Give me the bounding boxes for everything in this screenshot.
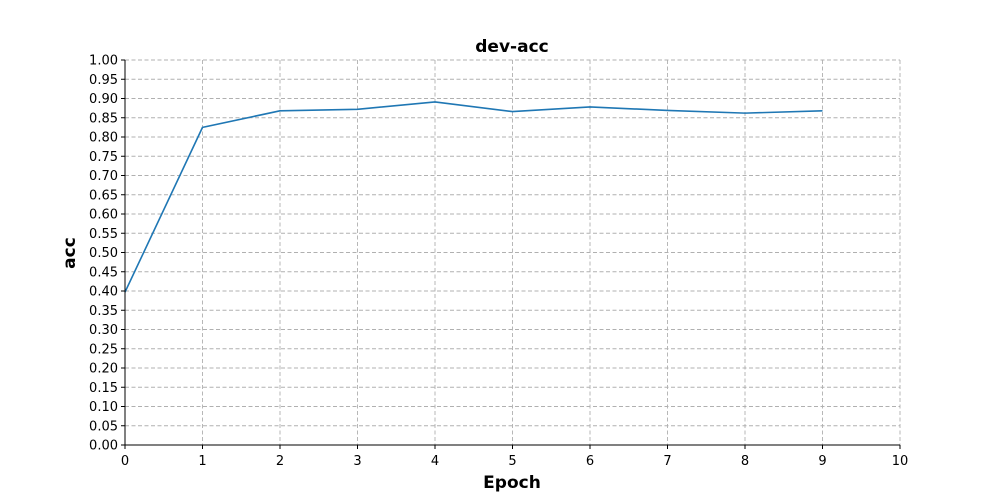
x-tick-label: 9 [818,454,826,469]
y-tick-label: 0.30 [89,323,118,338]
x-tick-label: 0 [121,454,129,469]
y-tick-label: 0.10 [89,400,118,415]
chart-title: dev-acc [475,37,548,57]
x-tick-label: 1 [198,454,206,469]
x-tick-label: 3 [353,454,361,469]
x-tick-label: 8 [741,454,749,469]
grid-lines [124,59,901,446]
y-tick-label: 0.55 [89,227,118,242]
y-tick-label: 0.40 [89,285,118,300]
y-tick-label: 0.60 [89,208,118,223]
series-layer [124,101,823,293]
y-tick-label: 0.20 [89,362,118,377]
x-tick-label: 4 [431,454,439,469]
y-tick-label: 0.05 [89,419,118,434]
y-tick-label: 0.00 [89,439,118,454]
y-tick-label: 0.65 [89,188,118,203]
x-tick-label: 2 [276,454,284,469]
y-tick-label: 0.15 [89,381,118,396]
y-tick-label: 0.50 [89,246,118,261]
x-tick-label: 5 [508,454,516,469]
x-tick-label: 10 [892,454,909,469]
y-axis-label: acc [60,237,80,269]
y-tick-label: 0.95 [89,73,118,88]
y-tick-label: 0.25 [89,342,118,357]
y-tick-label: 0.90 [89,92,118,107]
y-tick-label: 0.85 [89,111,118,126]
y-tick-label: 0.70 [89,169,118,184]
x-tick-label: 6 [586,454,594,469]
x-axis-label: Epoch [483,473,541,493]
axis-spines [124,60,900,446]
y-tick-label: 0.45 [89,265,118,280]
y-tick-label: 1.00 [89,54,118,69]
series-line-0 [124,101,823,293]
y-tick-label: 0.35 [89,304,118,319]
x-tick-label: 7 [663,454,671,469]
y-tick-label: 0.80 [89,131,118,146]
axis-ticks: 0.00 0.05 0.10 0.15 0.20 0.25 0.30 0.35 0.40 0.45… [89,54,908,470]
y-tick-label: 0.75 [89,150,118,165]
